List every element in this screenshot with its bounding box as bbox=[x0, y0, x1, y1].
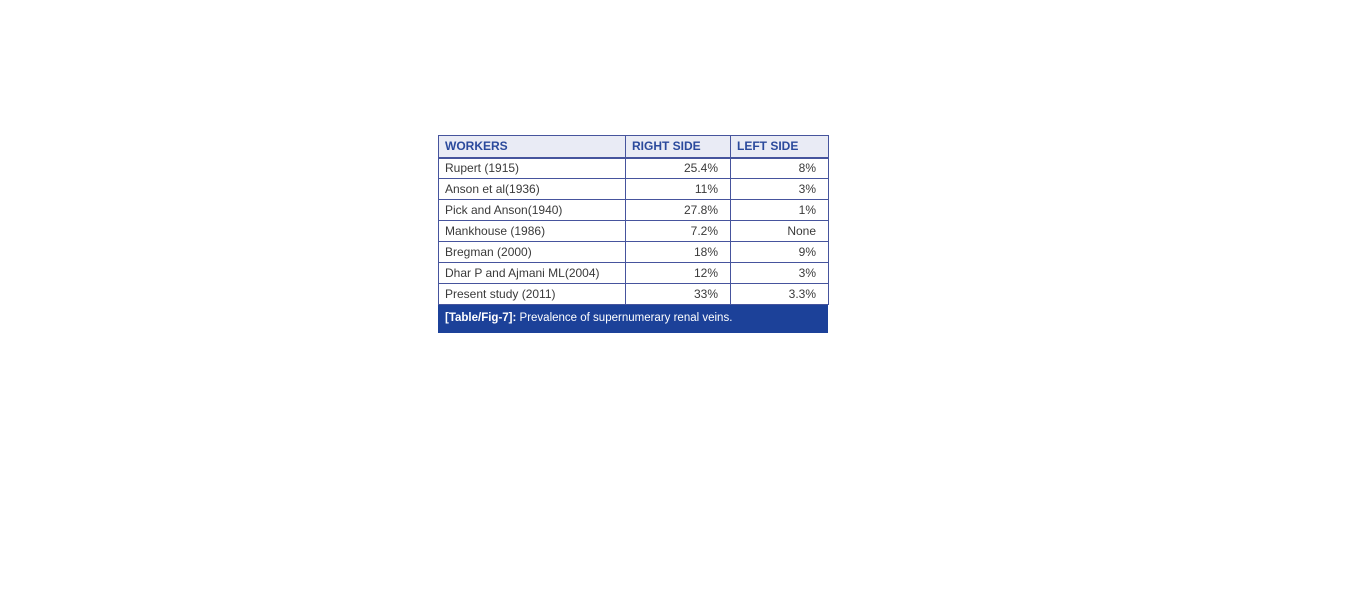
header-workers: WORKERS bbox=[438, 135, 626, 159]
cell-left-side: 3% bbox=[730, 262, 829, 284]
cell-left-side: 3% bbox=[730, 178, 829, 200]
cell-left-side: 3.3% bbox=[730, 283, 829, 305]
cell-left-side: 1% bbox=[730, 199, 829, 221]
cell-right-side: 18% bbox=[625, 241, 731, 263]
table-row: Anson et al(1936) 11% 3% bbox=[438, 178, 829, 200]
cell-worker: Mankhouse (1986) bbox=[438, 220, 626, 242]
caption-text: Prevalence of supernumerary renal veins. bbox=[516, 312, 733, 324]
cell-worker: Bregman (2000) bbox=[438, 241, 626, 263]
table-row: Rupert (1915) 25.4% 8% bbox=[438, 157, 829, 179]
cell-worker: Anson et al(1936) bbox=[438, 178, 626, 200]
table-header-row: WORKERS RIGHT SIDE LEFT SIDE bbox=[438, 135, 829, 159]
table-row: Pick and Anson(1940) 27.8% 1% bbox=[438, 199, 829, 221]
header-right-side: RIGHT SIDE bbox=[625, 135, 731, 159]
cell-worker: Rupert (1915) bbox=[438, 157, 626, 179]
cell-right-side: 7.2% bbox=[625, 220, 731, 242]
table-caption: [Table/Fig-7]: Prevalence of supernumera… bbox=[438, 305, 828, 333]
table-row: Bregman (2000) 18% 9% bbox=[438, 241, 829, 263]
cell-left-side: 9% bbox=[730, 241, 829, 263]
cell-right-side: 27.8% bbox=[625, 199, 731, 221]
cell-right-side: 33% bbox=[625, 283, 731, 305]
header-left-side: LEFT SIDE bbox=[730, 135, 829, 159]
cell-worker: Dhar P and Ajmani ML(2004) bbox=[438, 262, 626, 284]
table-row: Dhar P and Ajmani ML(2004) 12% 3% bbox=[438, 262, 829, 284]
cell-left-side: 8% bbox=[730, 157, 829, 179]
cell-right-side: 25.4% bbox=[625, 157, 731, 179]
cell-right-side: 12% bbox=[625, 262, 731, 284]
table-row: Present study (2011) 33% 3.3% bbox=[438, 283, 829, 305]
cell-right-side: 11% bbox=[625, 178, 731, 200]
cell-worker: Pick and Anson(1940) bbox=[438, 199, 626, 221]
table-figure: WORKERS RIGHT SIDE LEFT SIDE Rupert (191… bbox=[438, 135, 829, 333]
prevalence-table: WORKERS RIGHT SIDE LEFT SIDE Rupert (191… bbox=[438, 135, 829, 305]
caption-label: [Table/Fig-7]: bbox=[445, 312, 517, 324]
cell-worker: Present study (2011) bbox=[438, 283, 626, 305]
table-row: Mankhouse (1986) 7.2% None bbox=[438, 220, 829, 242]
cell-left-side: None bbox=[730, 220, 829, 242]
